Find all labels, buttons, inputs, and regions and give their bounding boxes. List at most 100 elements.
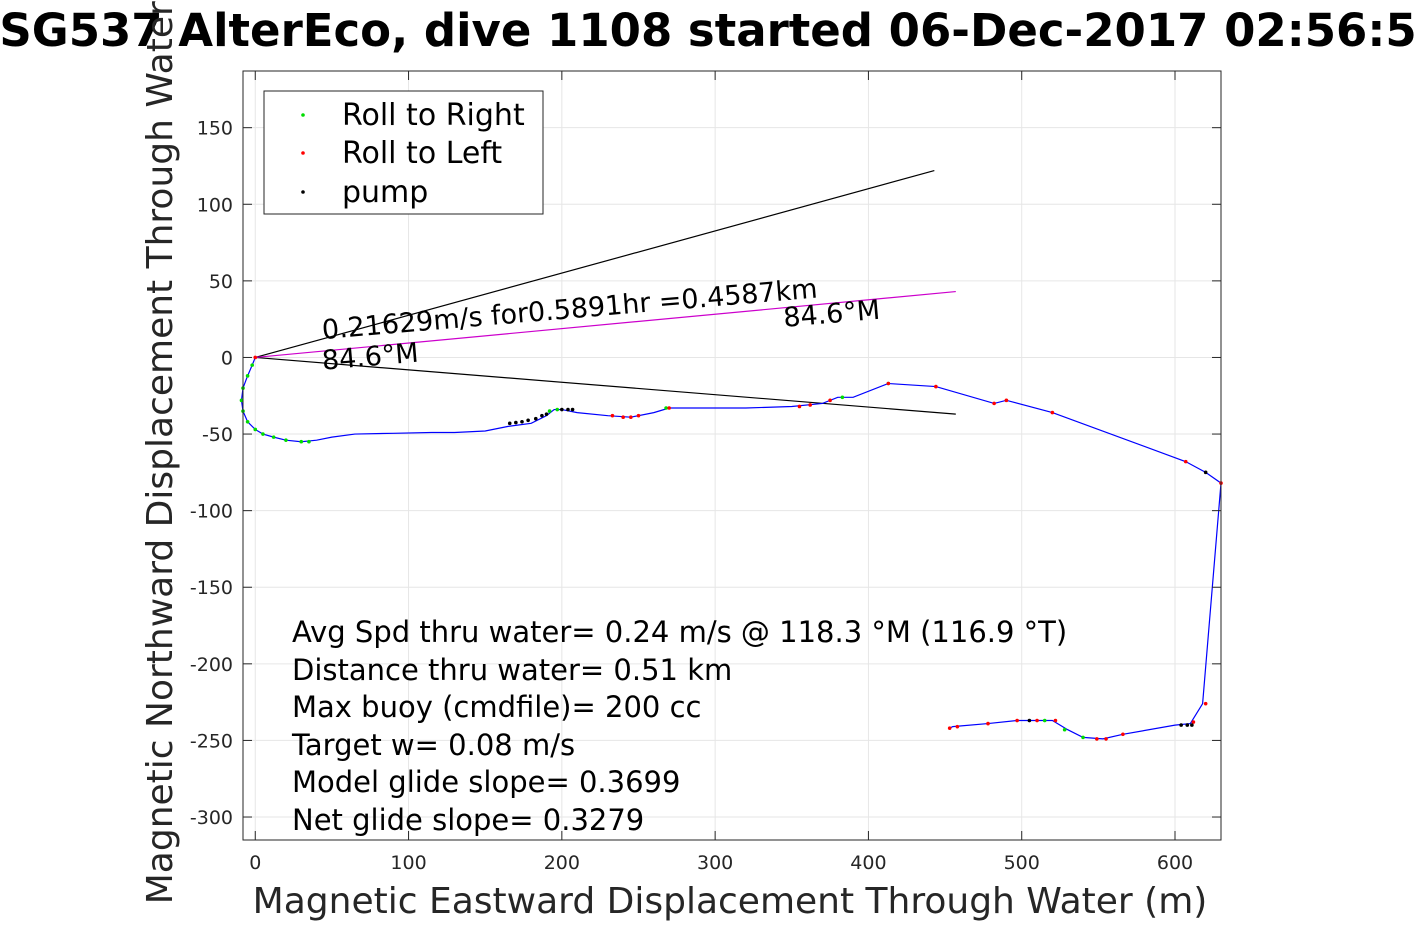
y-tick-label: -200 [190, 654, 233, 676]
x-tick-label: 400 [850, 852, 886, 874]
legend-box [263, 90, 544, 215]
stat-distance: Distance thru water= 0.51 km [292, 653, 732, 687]
legend-marker-roll-right [301, 113, 305, 117]
pump-point [526, 418, 530, 423]
roll-left-point [986, 721, 990, 726]
y-tick-label: -50 [202, 424, 233, 446]
roll-right-point [261, 432, 265, 436]
pump-point [520, 419, 524, 424]
x-axis-label: Magnetic Eastward Displacement Through W… [253, 881, 1208, 922]
y-tick-label: 0 [221, 347, 233, 369]
dive-track-line [240, 357, 1222, 740]
legend-label-roll-right: Roll to Right [342, 98, 525, 133]
y-tick-label: 150 [197, 118, 233, 140]
plot-area-frame [242, 70, 1222, 841]
roll-left-point [1191, 720, 1196, 724]
roll-right-point [245, 374, 250, 378]
heading-line [255, 169, 935, 359]
roll-left-point [1121, 732, 1125, 737]
pump-point [1185, 723, 1190, 727]
heading-lines [255, 169, 956, 415]
stat-target-w: Target w= 0.08 m/s [291, 728, 575, 762]
roll-right-point [1062, 727, 1067, 732]
roll-left-point [934, 384, 938, 389]
roll-left-point [797, 404, 802, 409]
pump-point [1179, 723, 1183, 727]
roll-right-point [840, 395, 845, 400]
roll-right-point [245, 419, 250, 424]
x-tick-label: 300 [697, 852, 733, 874]
pump-point [1027, 718, 1032, 723]
roll-left-point [992, 401, 996, 406]
roll-right-point [299, 439, 304, 444]
roll-right-point [664, 406, 668, 410]
roll-left-point [253, 355, 258, 360]
pump-point [570, 407, 575, 412]
roll-left-point [610, 413, 615, 418]
roll-left-point [1015, 718, 1019, 723]
legend-marker-roll-left [301, 151, 305, 155]
stat-avg-speed: Avg Spd thru water= 0.24 m/s @ 118.3 °M … [292, 615, 1067, 649]
roll-right-point [284, 438, 288, 442]
y-tick-label: -150 [190, 577, 233, 599]
roll-right-point [239, 398, 244, 403]
roll-left-point [1035, 718, 1039, 723]
roll-left-point [1104, 737, 1108, 741]
pump-point [544, 412, 549, 416]
grid-lines [243, 71, 1221, 840]
stat-model-glide-slope: Model glide slope= 0.3699 [292, 765, 680, 799]
x-tick-label: 500 [1004, 852, 1040, 874]
legend-label-pump: pump [342, 175, 428, 210]
roll-left-point [1050, 410, 1055, 415]
y-axis-label: Magnetic Northward Displacement Through … [140, 0, 181, 904]
points-layer [239, 355, 1223, 741]
roll-left-point [629, 415, 633, 420]
y-tick-label: 50 [209, 271, 233, 293]
roll-left-point [1053, 718, 1058, 723]
roll-left-point [947, 726, 952, 730]
y-tick-label: -250 [190, 730, 233, 752]
roll-left-point [1203, 701, 1208, 706]
roll-left-point [1183, 459, 1188, 464]
roll-right-point [271, 435, 276, 439]
roll-left-point [955, 724, 960, 729]
x-tick-label: 0 [249, 852, 261, 874]
roll-left-point [1095, 737, 1099, 741]
roll-right-point [1081, 735, 1085, 740]
pump-point [1190, 723, 1194, 727]
stat-max-buoy: Max buoy (cmdfile)= 200 cc [292, 690, 701, 724]
roll-left-point [1004, 398, 1009, 403]
x-tick-label: 200 [544, 852, 580, 874]
stat-net-glide-slope: Net glide slope= 0.3279 [292, 803, 644, 837]
roll-left-point [636, 413, 641, 418]
roll-left-point [886, 381, 891, 386]
roll-left-point [828, 398, 832, 403]
roll-right-point [555, 407, 560, 412]
roll-right-point [1042, 718, 1047, 723]
y-tick-label: 100 [197, 194, 233, 216]
pump-point [514, 420, 518, 425]
x-tick-label: 100 [390, 852, 426, 874]
roll-left-point [667, 406, 671, 410]
roll-right-point [547, 409, 552, 413]
y-tick-label: -100 [190, 501, 233, 523]
roll-right-point [253, 427, 258, 432]
pump-point [540, 413, 544, 418]
stats-block: Avg Spd thru water= 0.24 m/s @ 118.3 °M … [291, 615, 1067, 837]
pump-point [507, 421, 512, 426]
pump-point [560, 407, 564, 412]
roll-left-point [621, 415, 625, 420]
x-tick-label: 600 [1157, 852, 1193, 874]
legend-label-roll-left: Roll to Left [342, 136, 502, 171]
chart-title: SG537 AlterEco, dive 1108 started 06-Dec… [0, 4, 1417, 57]
track-layer [240, 357, 1222, 740]
axis-ticks: 0 100 200 300 400 500 600150100500-50-100-150-… [190, 71, 1221, 874]
heading-line [255, 356, 956, 415]
roll-left-point [808, 403, 812, 407]
y-tick-label: -300 [190, 807, 233, 829]
heading-line [255, 290, 956, 359]
roll-right-point [250, 363, 254, 367]
pump-point [533, 416, 538, 421]
legend-marker-pump [301, 190, 305, 194]
